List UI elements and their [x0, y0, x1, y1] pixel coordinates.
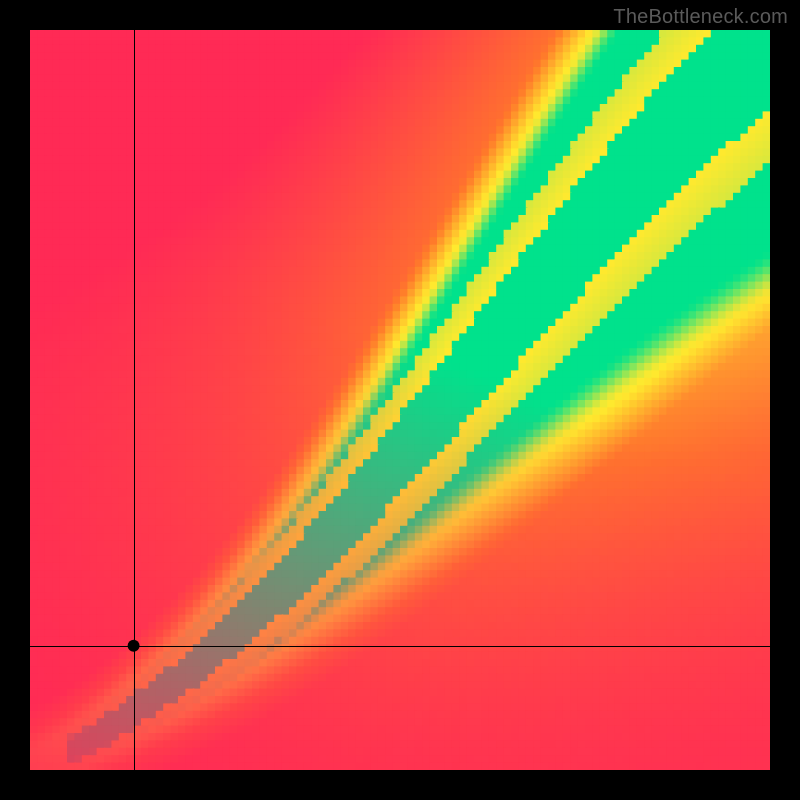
heatmap-canvas: [0, 0, 800, 800]
watermark-text: TheBottleneck.com: [613, 6, 788, 29]
heatmap-container: TheBottleneck.com: [0, 0, 800, 800]
